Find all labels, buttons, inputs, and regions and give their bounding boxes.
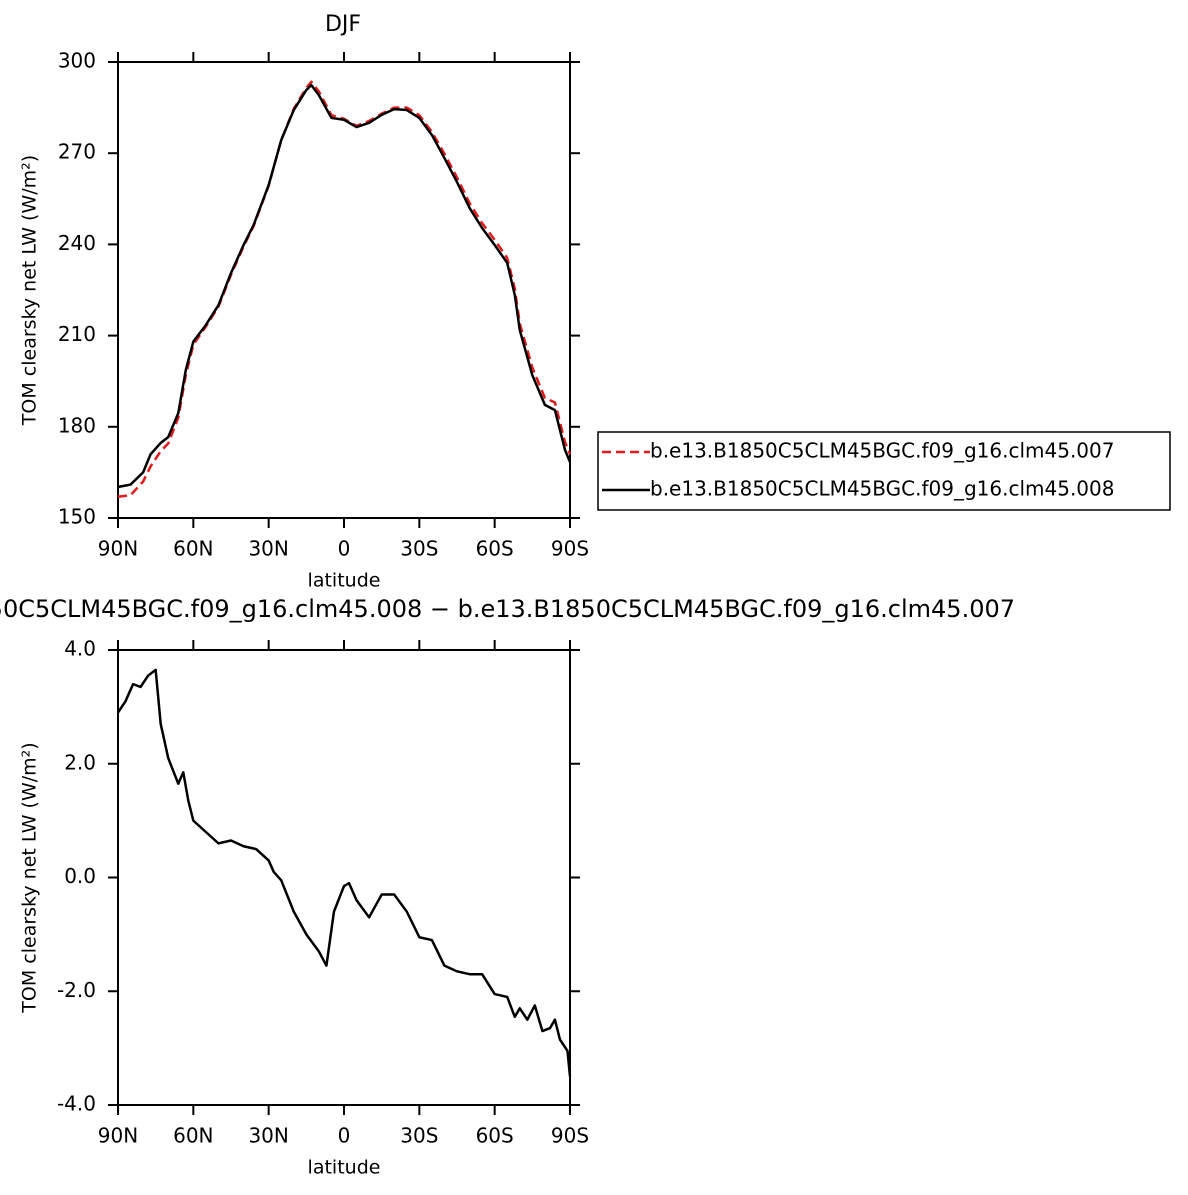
legend-label: b.e13.B1850C5CLM45BGC.f09_g16.clm45.008 (650, 477, 1114, 501)
plot-frame (117, 61, 571, 519)
data-line (116, 668, 572, 1077)
x-tick-label: 60N (173, 1124, 213, 1148)
x-tick-label: 90N (98, 1124, 138, 1148)
chart-title: b.e13.B1850C5CLM45BGC.f09_g16.clm45.008 … (0, 595, 1015, 623)
x-tick-label: 0 (338, 537, 351, 561)
x-tick-label: 30S (400, 537, 438, 561)
y-axis-label: TOM clearsky net LW (W/m²) (19, 742, 41, 1013)
x-tick-label: 0 (338, 1124, 351, 1148)
y-axis-label: TOM clearsky net LW (W/m²) (19, 155, 41, 426)
y-tick-label: 4.0 (64, 637, 96, 661)
legend-label: b.e13.B1850C5CLM45BGC.f09_g16.clm45.007 (650, 439, 1114, 463)
y-tick-label: -4.0 (57, 1092, 96, 1116)
y-tick-label: 210 (58, 322, 96, 346)
y-tick-label: 0.0 (64, 864, 96, 888)
plot-frame (117, 649, 571, 1106)
chart-title: DJF (325, 12, 361, 37)
x-tick-label: 90S (551, 537, 589, 561)
y-tick-label: 180 (58, 413, 96, 437)
x-axis-label: latitude (308, 1157, 381, 1179)
y-tick-label: 240 (58, 231, 96, 255)
x-axis-label: latitude (308, 570, 381, 592)
y-tick-label: 2.0 (64, 750, 96, 774)
y-tick-label: 270 (58, 140, 96, 164)
y-tick-label: -2.0 (57, 978, 96, 1002)
legend-box (597, 431, 1171, 511)
x-tick-label: 90N (98, 537, 138, 561)
x-tick-label: 60N (173, 537, 213, 561)
x-tick-label: 60S (476, 1124, 514, 1148)
data-line (117, 80, 572, 498)
x-tick-label: 30N (248, 1124, 288, 1148)
x-tick-label: 90S (551, 1124, 589, 1148)
y-tick-label: 150 (58, 505, 96, 529)
y-tick-label: 300 (58, 49, 96, 73)
data-line (117, 83, 572, 489)
x-tick-label: 30S (400, 1124, 438, 1148)
x-tick-label: 30N (248, 537, 288, 561)
x-tick-label: 60S (476, 537, 514, 561)
